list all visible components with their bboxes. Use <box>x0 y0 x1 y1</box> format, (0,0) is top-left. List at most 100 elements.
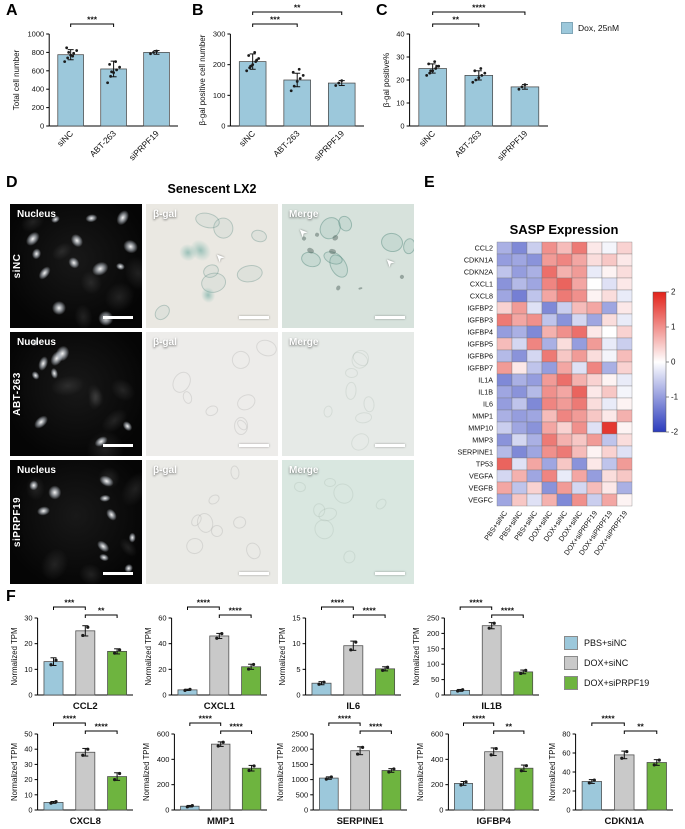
data-point <box>392 767 396 771</box>
heatmap-cell <box>526 373 543 387</box>
data-point <box>523 83 527 86</box>
bar <box>514 767 534 811</box>
data-point <box>152 51 155 54</box>
heatmap-cell <box>511 253 528 267</box>
merge-nucleus-dot <box>357 286 363 290</box>
heatmap-cell <box>526 433 543 447</box>
data-point <box>464 780 468 784</box>
gene-title: IGFBP4 <box>477 816 512 827</box>
heatmap-cell <box>571 265 588 279</box>
chart-il1b: 0 50 100 150 200 250 Normalized TPM **** **** IL1… <box>412 598 539 712</box>
bar <box>75 751 96 811</box>
heatmap-cell <box>616 277 633 291</box>
data-point <box>298 77 302 80</box>
y-axis-label: Normalized TPM <box>278 628 287 686</box>
heatmap-cell <box>511 361 528 375</box>
legend-item: DOX+siNC <box>564 656 649 670</box>
scale-bar <box>239 572 269 575</box>
heatmap-cell <box>601 325 618 339</box>
data-point <box>387 770 391 774</box>
y-tick-label: 60 <box>158 614 166 623</box>
scale-bar <box>103 572 133 575</box>
heatmap-cell <box>586 493 603 507</box>
heatmap-cell <box>571 313 588 327</box>
data-point <box>425 74 429 77</box>
heatmap-cell <box>556 301 573 315</box>
heatmap-cell <box>541 337 558 351</box>
scale-bar <box>375 572 405 575</box>
data-point <box>437 64 441 68</box>
data-point <box>361 745 365 749</box>
heatmap-cell <box>526 397 543 411</box>
data-point <box>494 746 498 751</box>
data-point <box>190 803 194 808</box>
data-point <box>118 648 122 652</box>
y-tick-label: 80 <box>562 730 570 739</box>
data-point <box>492 621 496 625</box>
heatmap-cell <box>496 421 513 435</box>
sig-bracket <box>84 614 118 618</box>
sig-bracket <box>187 606 220 610</box>
heatmap-cell <box>496 493 513 507</box>
faint-cell-ring <box>233 417 248 436</box>
cell-nucleus-blob <box>31 413 51 432</box>
gene-title: IL6 <box>346 701 360 712</box>
bar <box>57 54 84 127</box>
y-axis-label: Normalized TPM <box>144 628 153 686</box>
x-category-label: ABT-263 <box>88 128 119 159</box>
heatmap-cell <box>526 337 543 351</box>
y-tick-label: 2000 <box>292 745 309 754</box>
heatmap-cell <box>586 457 603 471</box>
sig-label: *** <box>87 15 98 25</box>
cell-nucleus-blob <box>121 419 135 433</box>
heatmap-cell <box>586 469 603 483</box>
data-point <box>251 63 255 67</box>
y-tick-label: 200 <box>32 103 45 112</box>
heatmap-cell <box>586 445 603 459</box>
heatmap-cell <box>511 493 528 507</box>
heatmap-cell <box>616 493 633 507</box>
sig-label: ** <box>637 722 644 732</box>
data-point <box>289 89 293 93</box>
heatmap-cell <box>511 445 528 459</box>
micro-image-nucleus: ABT-263 Nucleus <box>10 332 142 456</box>
colorbar-tick-label: 0 <box>671 358 676 367</box>
data-point <box>620 756 624 760</box>
panel-label-d: D <box>6 174 18 191</box>
data-point <box>322 680 326 684</box>
data-point <box>356 752 360 756</box>
sig-bracket <box>53 606 86 610</box>
data-point <box>625 749 629 754</box>
heatmap-cell <box>511 337 528 351</box>
bar <box>283 79 311 127</box>
merge-nucleus-dot <box>399 274 405 280</box>
row-label: siNC <box>12 253 23 279</box>
bar <box>143 52 170 127</box>
colorbar-tick-label: 1 <box>671 323 676 332</box>
heatmap-row-label: MMP3 <box>472 436 493 445</box>
dox-legend: Dox, 25nM <box>561 22 619 34</box>
x-category-label: ABT-263 <box>453 128 484 159</box>
y-tick-label: 0 <box>304 806 308 815</box>
heatmap-cell <box>601 253 618 267</box>
heatmap-cell <box>496 433 513 447</box>
heatmap-cell <box>586 433 603 447</box>
y-tick-label: 0 <box>400 122 404 131</box>
y-tick-label: 0 <box>439 806 443 815</box>
heatmap-cell <box>511 325 528 339</box>
data-point <box>480 74 484 77</box>
heatmap-cell <box>526 241 543 255</box>
heatmap-cell <box>571 421 588 435</box>
data-point <box>434 67 438 70</box>
gene-title: SERPINE1 <box>337 816 385 827</box>
bar <box>107 776 128 811</box>
image-channel-label: Merge <box>289 337 319 348</box>
x-category-label: siNC <box>237 128 257 148</box>
dox-legend-swatch <box>561 22 573 34</box>
data-point <box>354 640 358 644</box>
y-tick-label: 0 <box>165 806 169 815</box>
heatmap-cell <box>616 361 633 375</box>
y-tick-label: 50 <box>431 675 439 684</box>
sig-label: ** <box>294 3 301 13</box>
